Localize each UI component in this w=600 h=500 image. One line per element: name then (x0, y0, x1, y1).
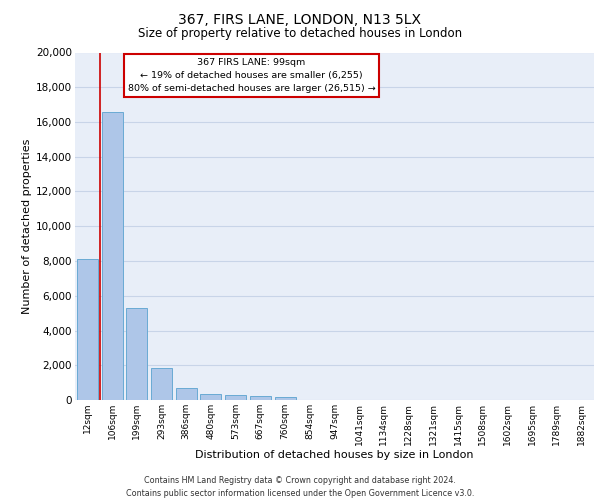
Bar (126, 308, 147, 400)
Bar (275, 397, 296, 400)
Bar (225, 396, 246, 400)
X-axis label: Distribution of detached houses by size in London: Distribution of detached houses by size … (195, 450, 474, 460)
Bar (176, 388, 197, 400)
Text: Size of property relative to detached houses in London: Size of property relative to detached ho… (138, 28, 462, 40)
Bar (101, 112, 122, 400)
Text: 367 FIRS LANE: 99sqm
← 19% of detached houses are smaller (6,255)
80% of semi-de: 367 FIRS LANE: 99sqm ← 19% of detached h… (128, 58, 376, 93)
Text: 367, FIRS LANE, LONDON, N13 5LX: 367, FIRS LANE, LONDON, N13 5LX (179, 12, 421, 26)
Bar (151, 368, 172, 400)
Bar (250, 396, 271, 400)
Bar (200, 394, 221, 400)
Y-axis label: Number of detached properties: Number of detached properties (22, 138, 32, 314)
Bar (77, 260, 98, 400)
Text: Contains HM Land Registry data © Crown copyright and database right 2024.
Contai: Contains HM Land Registry data © Crown c… (126, 476, 474, 498)
